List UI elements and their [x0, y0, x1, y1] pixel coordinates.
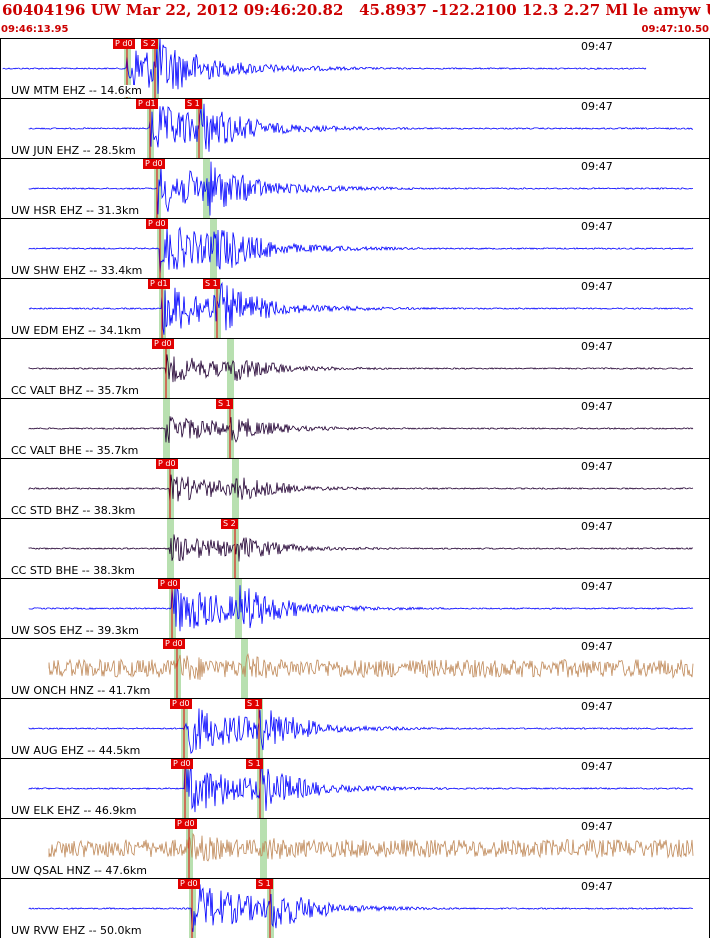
- seismogram-panel: P d0 S 1 09:47 UW ELK EHZ -- 46.9km: [0, 758, 710, 819]
- minute-mark-label: 09:47: [581, 640, 613, 653]
- minute-mark-label: 09:47: [581, 580, 613, 593]
- waveform-trace: [28, 103, 693, 152]
- station-label: UW JUN EHZ -- 28.5km: [10, 144, 137, 157]
- minute-mark-label: 09:47: [581, 760, 613, 773]
- start-time-label: 09:46:13.95: [1, 24, 69, 35]
- seismogram-panel: P d0 09:47 UW SOS EHZ -- 39.3km: [0, 578, 710, 639]
- waveform-trace: [28, 226, 694, 276]
- station-label: UW HSR EHZ -- 31.3km: [10, 204, 141, 217]
- p-pick-tag[interactable]: P d0: [146, 219, 168, 229]
- waveform-trace: [2, 39, 647, 94]
- waveform-trace: [28, 534, 694, 562]
- seismogram-panel: P d0 09:47 UW QSAL HNZ -- 47.6km: [0, 818, 710, 879]
- s-pick-tag[interactable]: S 2: [221, 519, 238, 529]
- minute-mark-label: 09:47: [581, 820, 613, 833]
- station-label: UW RVW EHZ -- 50.0km: [10, 924, 143, 937]
- minute-mark-label: 09:47: [581, 880, 613, 893]
- seismogram-panel: P d0 09:47 UW ONCH HNZ -- 41.7km: [0, 638, 710, 699]
- minute-mark-label: 09:47: [581, 220, 613, 233]
- s-pick-tag[interactable]: S 2: [141, 39, 158, 49]
- minute-mark-label: 09:47: [581, 460, 613, 473]
- s-pick-tag[interactable]: S 1: [216, 399, 233, 409]
- station-label: CC VALT BHE -- 35.7km: [10, 444, 140, 457]
- p-pick-tag[interactable]: P d0: [113, 39, 135, 49]
- s-pick-tag[interactable]: S 1: [203, 279, 220, 289]
- minute-mark-label: 09:47: [581, 280, 613, 293]
- seismogram-panel: S 2 09:47 CC STD BHE -- 38.3km: [0, 518, 710, 579]
- p-pick-tag[interactable]: P d0: [170, 699, 192, 709]
- waveform-trace: [28, 585, 694, 632]
- seismogram-panel: P d1 S 1 09:47 UW JUN EHZ -- 28.5km: [0, 98, 710, 159]
- seismogram-panel: P d0 09:47 CC STD BHZ -- 38.3km: [0, 458, 710, 519]
- minute-mark-label: 09:47: [581, 160, 613, 173]
- waveform-trace: [28, 708, 694, 754]
- station-label: UW ELK EHZ -- 46.9km: [10, 804, 138, 817]
- waveform-trace: [28, 354, 693, 383]
- waveform-trace: [28, 161, 694, 216]
- station-label: UW AUG EHZ -- 44.5km: [10, 744, 142, 757]
- waveform-trace: [48, 653, 694, 680]
- seismogram-panel: P d0 09:47 CC VALT BHZ -- 35.7km: [0, 338, 710, 399]
- station-label: CC STD BHE -- 38.3km: [10, 564, 136, 577]
- seismogram-panel: P d0 09:47 UW SHW EHZ -- 33.4km: [0, 218, 710, 279]
- seismogram-panel: P d1 S 1 09:47 UW EDM EHZ -- 34.1km: [0, 278, 710, 339]
- s-window: [203, 159, 210, 218]
- seismogram-panel: P d0 S 2 09:47 UW MTM EHZ -- 14.6km: [0, 38, 710, 99]
- s-pick-tag[interactable]: S 1: [185, 99, 202, 109]
- event-header: 60404196 UW Mar 22, 2012 09:46:20.82 45.…: [0, 0, 710, 38]
- minute-mark-label: 09:47: [581, 520, 613, 533]
- minute-mark-label: 09:47: [581, 100, 613, 113]
- seismogram-panels: P d0 S 2 09:47 UW MTM EHZ -- 14.6km P d1 S 1 0…: [0, 38, 710, 938]
- p-pick-tag[interactable]: P d0: [175, 819, 197, 829]
- minute-mark-label: 09:47: [581, 700, 613, 713]
- seismogram-svg: [28, 699, 694, 758]
- s-pick-tag[interactable]: S 1: [246, 759, 263, 769]
- s-pick-tag[interactable]: S 1: [245, 699, 262, 709]
- waveform-trace: [28, 763, 694, 813]
- seismogram-panel: P d0 09:47 UW HSR EHZ -- 31.3km: [0, 158, 710, 219]
- p-pick-tag[interactable]: P d0: [163, 639, 185, 649]
- p-pick-tag[interactable]: P d0: [171, 759, 193, 769]
- p-pick-tag[interactable]: P d0: [156, 459, 178, 469]
- seismogram-panel: P d0 S 1 09:47 UW RVW EHZ -- 50.0km: [0, 878, 710, 938]
- station-label: UW SOS EHZ -- 39.3km: [10, 624, 140, 637]
- waveform-trace: [28, 281, 694, 335]
- event-title: 60404196 UW Mar 22, 2012 09:46:20.82 45.…: [2, 1, 710, 19]
- waveform-trace: [28, 416, 694, 443]
- p-pick-tag[interactable]: P d0: [158, 579, 180, 589]
- station-label: CC VALT BHZ -- 35.7km: [10, 384, 140, 397]
- station-label: UW SHW EHZ -- 33.4km: [10, 264, 144, 277]
- waveform-trace: [28, 884, 694, 932]
- seismogram-panel: S 1 09:47 CC VALT BHE -- 35.7km: [0, 398, 710, 459]
- p-pick-tag[interactable]: P d0: [143, 159, 165, 169]
- station-label: UW ONCH HNZ -- 41.7km: [10, 684, 152, 697]
- s-window: [235, 579, 242, 638]
- p-pick-tag[interactable]: P d0: [152, 339, 174, 349]
- end-time-label: 09:47:10.50: [641, 24, 709, 35]
- p-pick-tag[interactable]: P d0: [178, 879, 200, 889]
- waveform-trace: [48, 832, 694, 862]
- s-pick-tag[interactable]: S 1: [256, 879, 273, 889]
- waveform-trace: [28, 474, 694, 503]
- seismogram-panel: P d0 S 1 09:47 UW AUG EHZ -- 44.5km: [0, 698, 710, 759]
- station-label: UW QSAL HNZ -- 47.6km: [10, 864, 148, 877]
- minute-mark-label: 09:47: [581, 40, 613, 53]
- station-label: CC STD BHZ -- 38.3km: [10, 504, 137, 517]
- station-label: UW MTM EHZ -- 14.6km: [10, 84, 143, 97]
- minute-mark-label: 09:47: [581, 400, 613, 413]
- station-label: UW EDM EHZ -- 34.1km: [10, 324, 143, 337]
- minute-mark-label: 09:47: [581, 340, 613, 353]
- p-pick-tag[interactable]: P d1: [136, 99, 158, 109]
- p-pick-tag[interactable]: P d1: [148, 279, 170, 289]
- s-window: [210, 219, 217, 278]
